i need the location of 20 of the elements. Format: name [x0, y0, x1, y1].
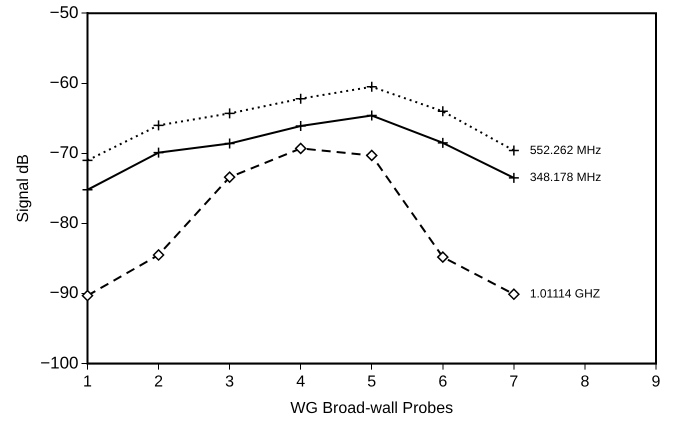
y-tick-label: −70 [50, 143, 78, 162]
x-tick-label: 3 [225, 374, 234, 391]
y-axis-title: Signal dB [15, 154, 32, 223]
y-tick-label: −90 [50, 283, 78, 302]
y-tick-label: −100 [40, 353, 78, 372]
x-tick-label: 4 [296, 374, 306, 391]
y-tick-label: −50 [50, 2, 78, 22]
y-tick-label: −80 [50, 213, 78, 232]
series-label: 552.262 MHz [530, 142, 602, 157]
x-tick-label: 6 [438, 374, 448, 391]
x-tick-label: 5 [367, 374, 376, 391]
series-label: 348.178 MHz [530, 170, 602, 184]
x-tick-label: 7 [509, 374, 518, 391]
series-label: 1.01114 GHZ [530, 286, 600, 301]
x-tick-label: 1 [83, 374, 92, 391]
x-tick-label: 9 [652, 374, 661, 391]
x-tick-label: 8 [580, 374, 590, 391]
y-tick-label: −60 [50, 72, 78, 92]
x-axis-title: WG Broad-wall Probes [290, 400, 454, 417]
x-tick-label: 2 [154, 374, 164, 391]
